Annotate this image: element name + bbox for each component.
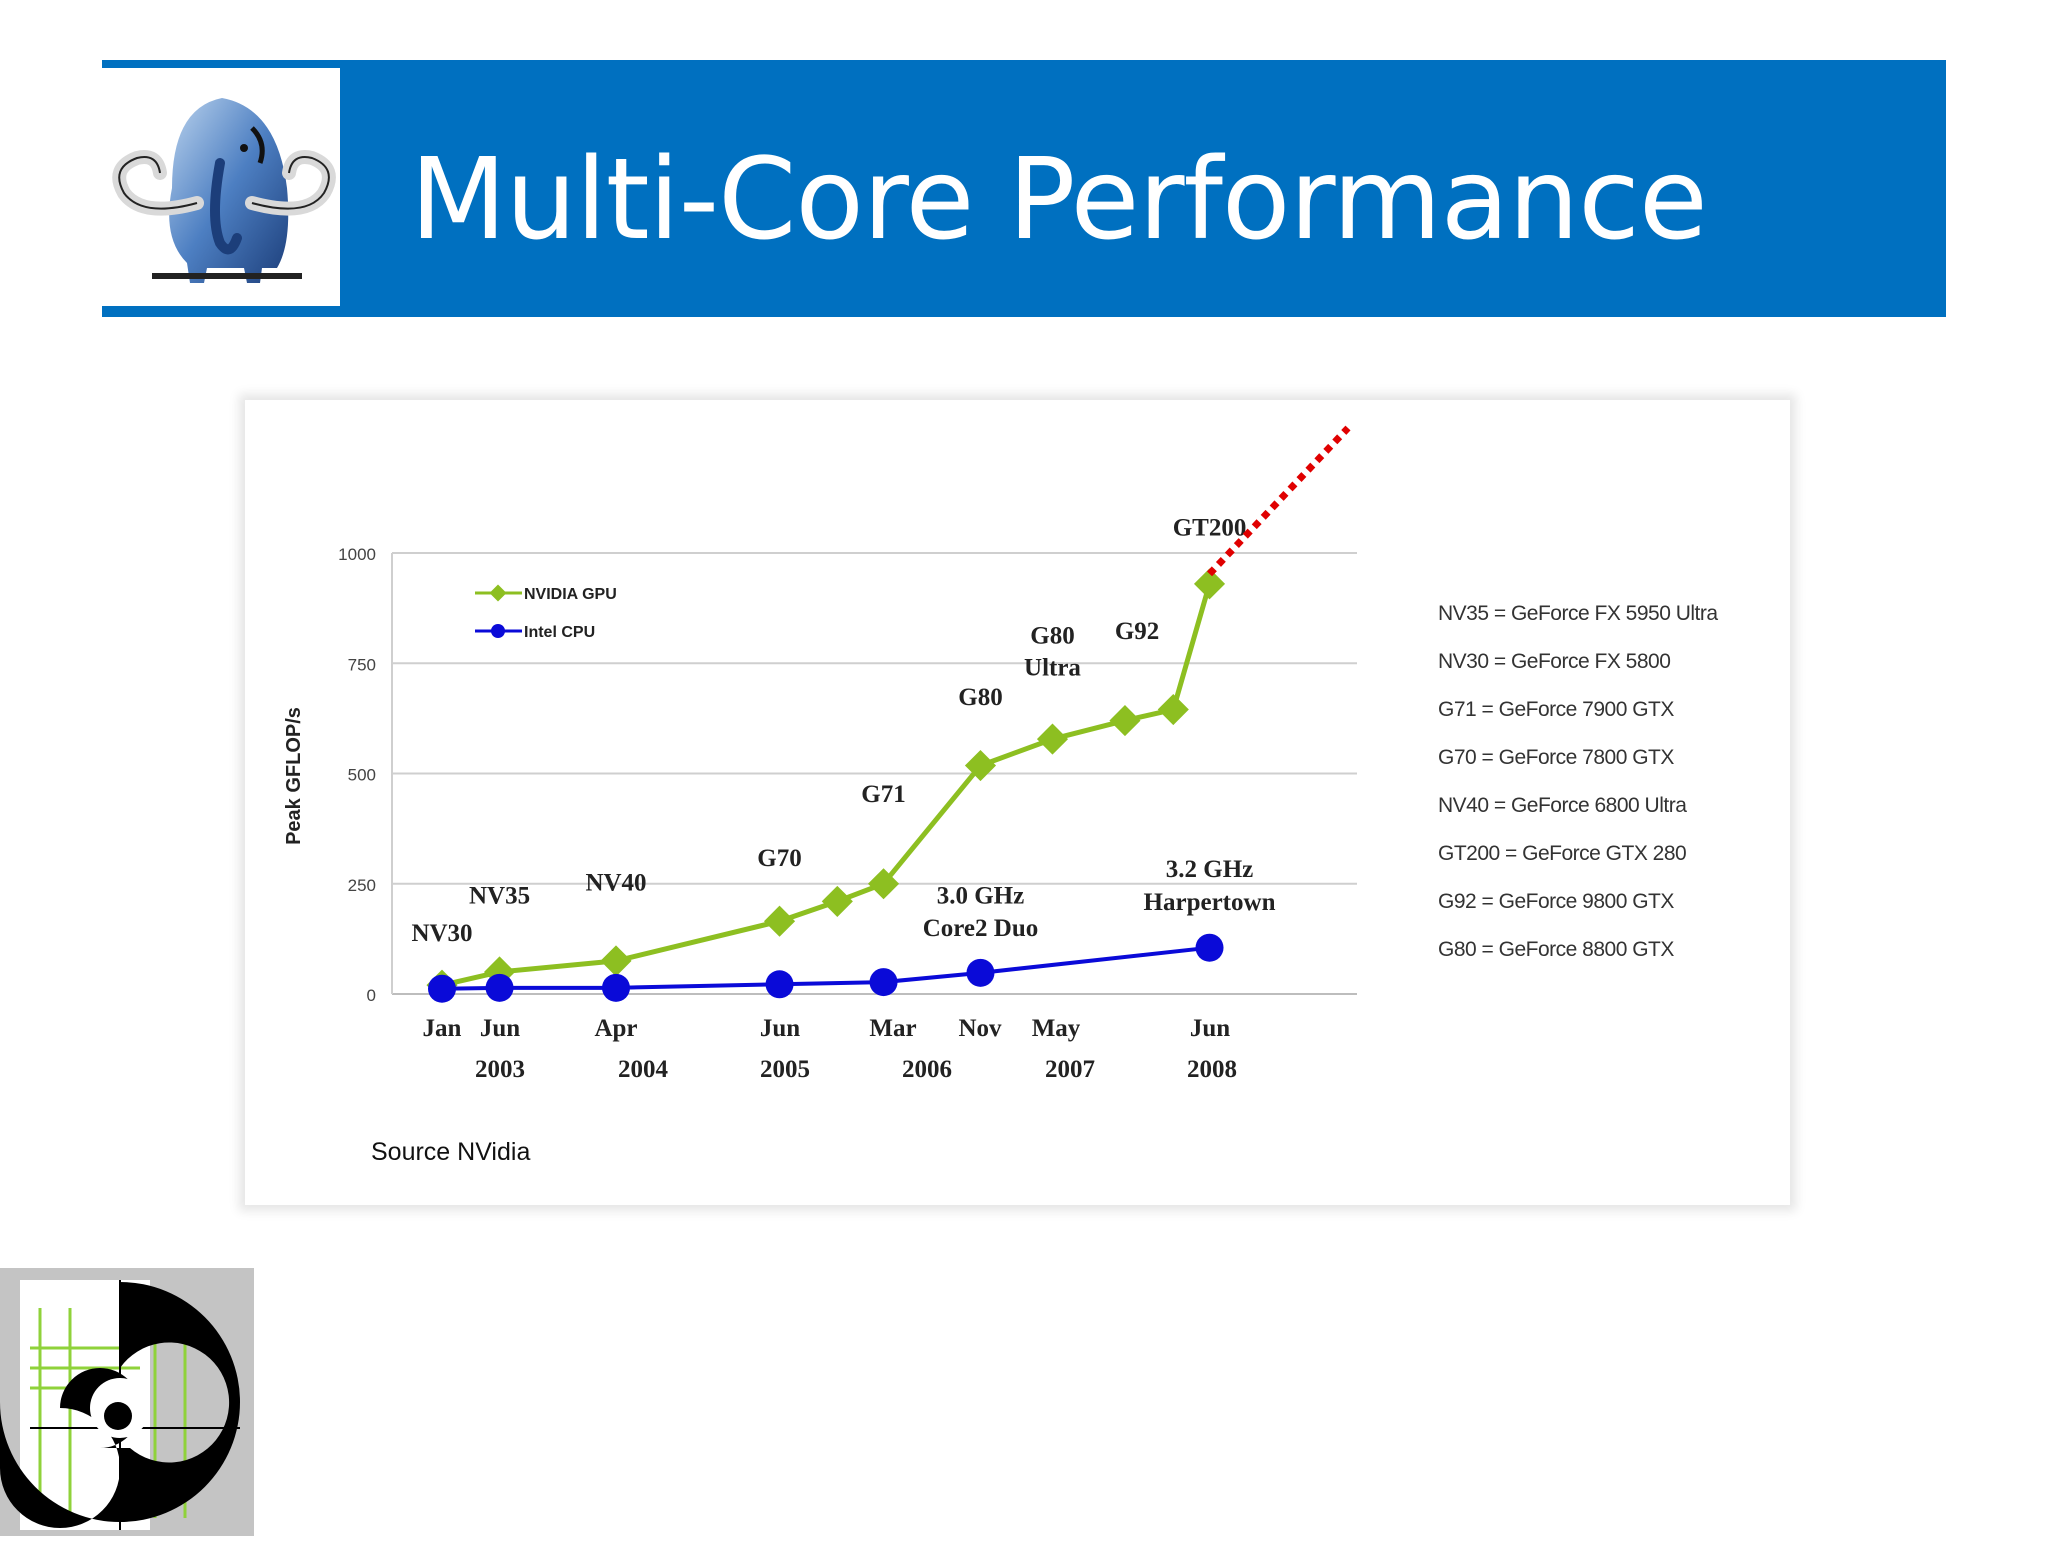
model-key-item: G71 = GeForce 7900 GTX <box>1438 698 1674 721</box>
legend-marker <box>491 624 505 638</box>
mammoth-icon <box>112 98 336 283</box>
legend-marker <box>489 584 507 602</box>
x-year-label: 2008 <box>1187 1056 1237 1083</box>
model-key-list: NV35 = GeForce FX 5950 Ultra NV30 = GeFor… <box>1438 602 1719 961</box>
mammoth-logo <box>102 68 340 306</box>
x-year-label: 2003 <box>475 1056 525 1083</box>
x-year-label: 2007 <box>1045 1056 1095 1083</box>
point-annotation: NV30 <box>411 920 472 947</box>
spiral-icon <box>0 1268 254 1536</box>
y-axis-label: Peak GFLOP/s <box>283 707 305 845</box>
model-key-item: NV40 = GeForce 6800 Ultra <box>1438 794 1687 817</box>
chart-annotations: NV30 NV35 NV40 G70 G71 G80 G80 Ultra G92 GT200 3.0… <box>411 514 1275 947</box>
point-annotation: GT200 <box>1173 514 1247 541</box>
cpu-data-point <box>485 973 514 1002</box>
model-key-item: G92 = GeForce 9800 GTX <box>1438 890 1674 913</box>
gpu-data-point <box>1109 705 1141 737</box>
point-annotation: 3.0 GHz <box>937 883 1025 910</box>
source-note: Source NVidia <box>371 1138 531 1166</box>
model-key-item: G80 = GeForce 8800 GTX <box>1438 938 1674 961</box>
x-year-label: 2005 <box>760 1056 810 1083</box>
model-key-item: NV35 = GeForce FX 5950 Ultra <box>1438 602 1718 625</box>
x-month-label: Jun <box>760 1015 800 1042</box>
cpu-data-point <box>1195 933 1224 962</box>
header-bar <box>102 60 1946 317</box>
x-month-label: Jan <box>423 1015 462 1042</box>
chart-grid <box>391 552 1357 995</box>
x-axis-labels: Jan Jun Apr Jun Mar Nov May Jun 2003 2004 2005 2006… <box>423 1015 1237 1083</box>
y-tick-label: 1000 <box>338 545 376 564</box>
cpu-data-point <box>428 974 456 1003</box>
cpu-data-point <box>869 968 898 997</box>
point-annotation: Ultra <box>1024 655 1081 682</box>
gpu-data-point <box>1036 723 1069 755</box>
point-annotation: G80 <box>1030 622 1074 649</box>
gpu-data-point <box>763 905 796 937</box>
legend-label: Intel CPU <box>524 624 595 641</box>
x-month-label: May <box>1032 1015 1081 1042</box>
point-annotation: G70 <box>757 845 801 872</box>
point-annotation: 3.2 GHz <box>1166 856 1254 883</box>
y-tick-label: 250 <box>348 876 376 895</box>
x-month-label: Nov <box>958 1015 1002 1042</box>
legend-label: NVIDIA GPU <box>524 586 617 603</box>
model-key-item: NV30 = GeForce FX 5800 <box>1438 650 1670 673</box>
point-annotation: Harpertown <box>1144 889 1276 916</box>
point-annotation: G80 <box>958 684 1002 711</box>
point-annotation: G71 <box>861 781 905 808</box>
cpu-data-point <box>765 970 794 999</box>
y-tick-label: 0 <box>367 986 376 1005</box>
chart-legend: NVIDIA GPU Intel CPU <box>475 584 617 641</box>
chart-frame <box>245 400 1790 1205</box>
x-month-label: Apr <box>594 1015 637 1042</box>
slide-title: Multi-Core Performance <box>410 135 1708 265</box>
y-tick-label: 750 <box>348 655 376 674</box>
y-tick-labels: 1000 750 500 250 0 <box>338 545 376 1005</box>
x-month-label: Mar <box>869 1015 916 1042</box>
x-month-label: Jun <box>1190 1015 1230 1042</box>
gpu-series-line <box>441 583 1212 988</box>
gpu-data-point <box>821 885 853 917</box>
gpu-data-point <box>1157 693 1189 726</box>
gpu-data-point <box>600 945 632 977</box>
x-year-label: 2004 <box>618 1056 669 1083</box>
trend-projection-line <box>1206 425 1351 577</box>
point-annotation: NV35 <box>469 883 530 910</box>
point-annotation: Core2 Duo <box>923 915 1039 942</box>
spiral-logo <box>0 1268 254 1536</box>
point-annotation: G92 <box>1115 618 1159 645</box>
model-key-item: GT200 = GeForce GTX 280 <box>1438 842 1686 865</box>
model-key-item: G70 = GeForce 7800 GTX <box>1438 746 1674 769</box>
cpu-data-point <box>602 973 630 1002</box>
x-month-label: Jun <box>480 1015 520 1042</box>
point-annotation: NV40 <box>585 869 646 896</box>
x-year-label: 2006 <box>902 1056 952 1083</box>
y-tick-label: 500 <box>348 766 376 785</box>
cpu-data-point <box>966 958 995 987</box>
